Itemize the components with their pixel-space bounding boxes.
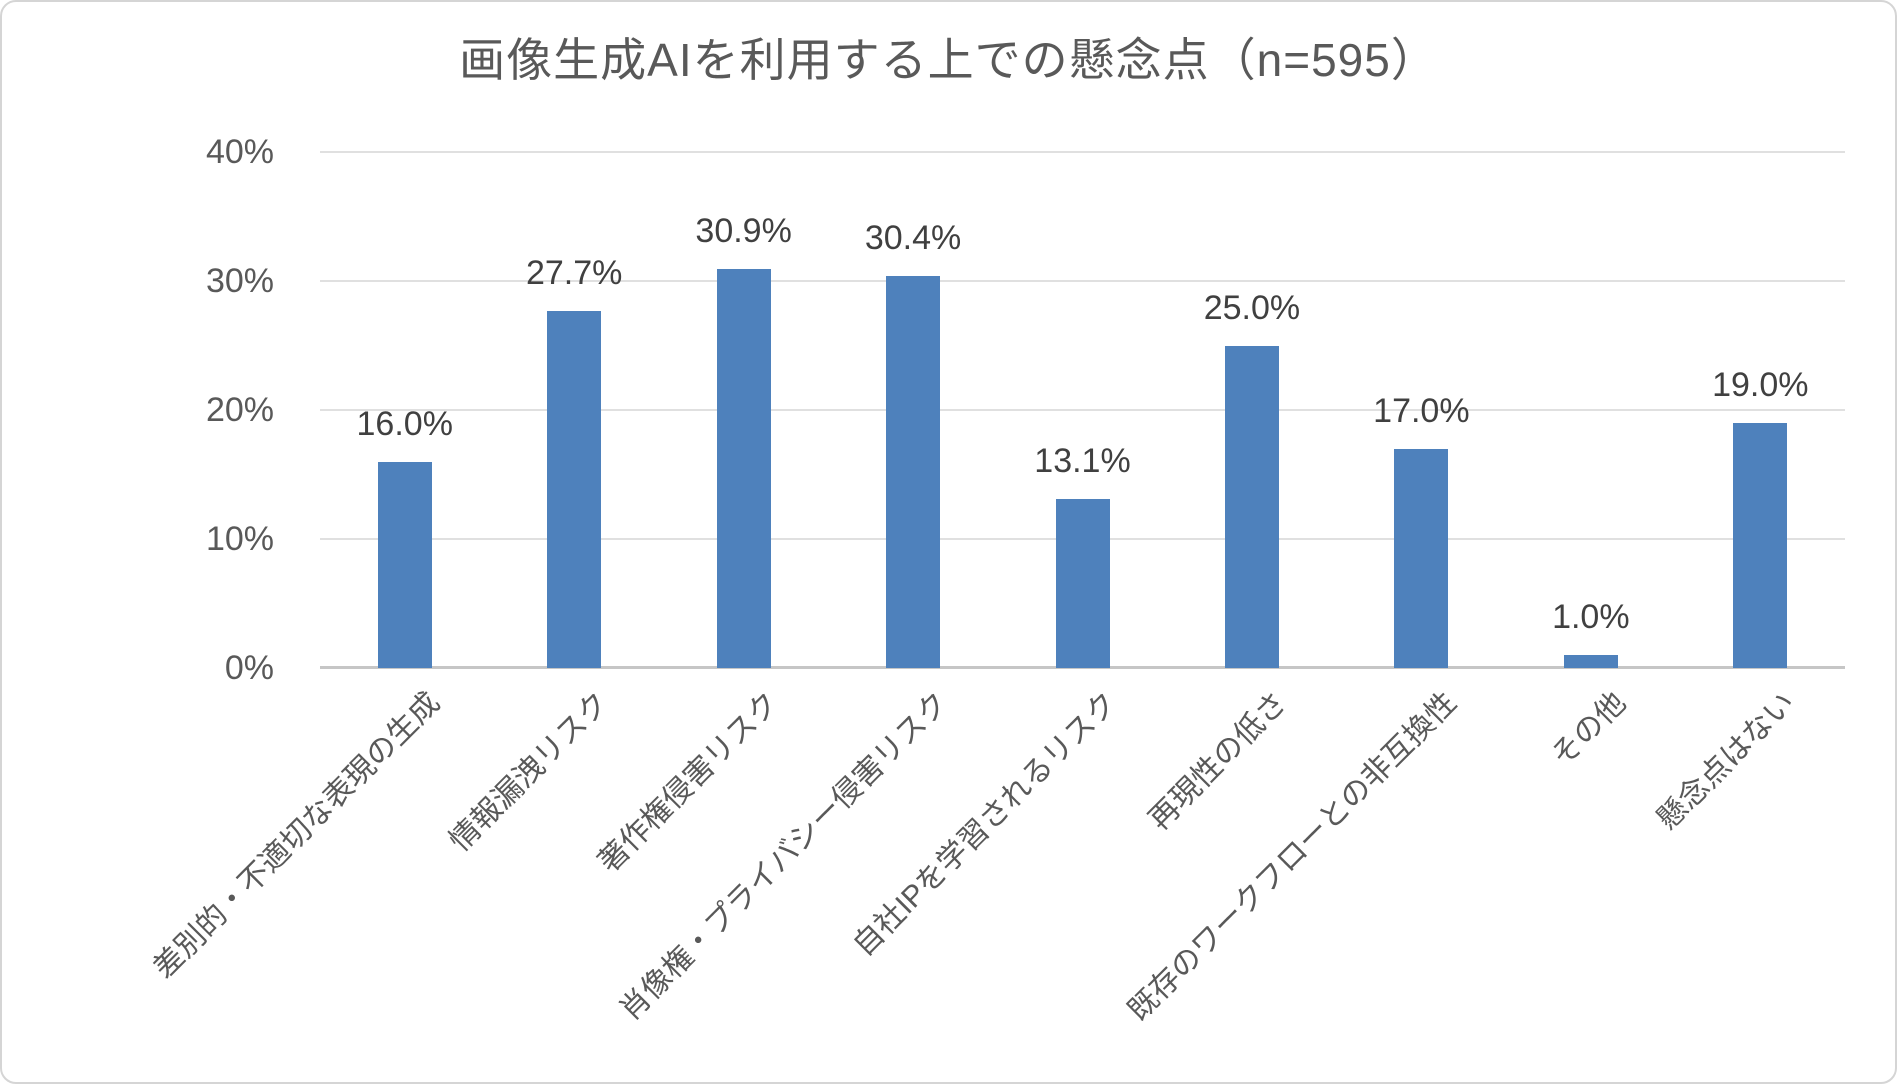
x-axis-category-label: 既存のワークフローとの非互換性: [1121, 686, 1463, 1028]
bar: [1055, 499, 1110, 668]
bar-data-label: 30.4%: [864, 218, 962, 257]
gridline-20: [320, 409, 1845, 411]
chart-title: 画像生成AIを利用する上での懸念点（n=595）: [459, 34, 1438, 86]
y-axis-tick-label: 40%: [205, 133, 274, 171]
bar-data-label: 16.0%: [356, 404, 453, 443]
gridline-40: [320, 151, 1845, 153]
bar: [377, 461, 432, 668]
y-axis-tick-label: 0%: [224, 649, 274, 687]
x-axis-category-label: 差別的・不適切な表現の生成: [146, 686, 447, 986]
bar: [1563, 655, 1618, 668]
y-axis-tick-label: 30%: [205, 262, 274, 300]
x-axis-category-label: 再現性の低さ: [1142, 686, 1294, 837]
bar: [716, 269, 771, 668]
x-axis-category-label: 肖像権・プライバシー侵害リスク: [613, 686, 955, 1028]
x-axis-category-label: その他: [1545, 686, 1633, 773]
bar: [1224, 345, 1279, 668]
gridline-30: [320, 280, 1845, 282]
bar: [886, 275, 941, 668]
bar-data-label: 1.0%: [1552, 598, 1630, 637]
bar-data-label: 27.7%: [525, 253, 623, 292]
bar: [1733, 422, 1788, 668]
bar: [547, 310, 602, 668]
x-axis-category-label: 懸念点はない: [1651, 686, 1802, 837]
y-axis-tick-label: 20%: [205, 391, 274, 429]
x-axis-category-label: 情報漏洩リスク: [443, 686, 616, 858]
bar-data-label: 30.9%: [695, 212, 792, 251]
bar-data-label: 13.1%: [1034, 442, 1131, 480]
y-axis-tick-label: 10%: [205, 520, 274, 558]
bar: [1394, 448, 1449, 668]
bar-data-label: 19.0%: [1712, 365, 1809, 404]
x-axis-category-label: 著作権侵害リスク: [591, 686, 785, 880]
bar-data-label: 25.0%: [1203, 288, 1301, 327]
bar-data-label: 17.0%: [1373, 391, 1470, 430]
